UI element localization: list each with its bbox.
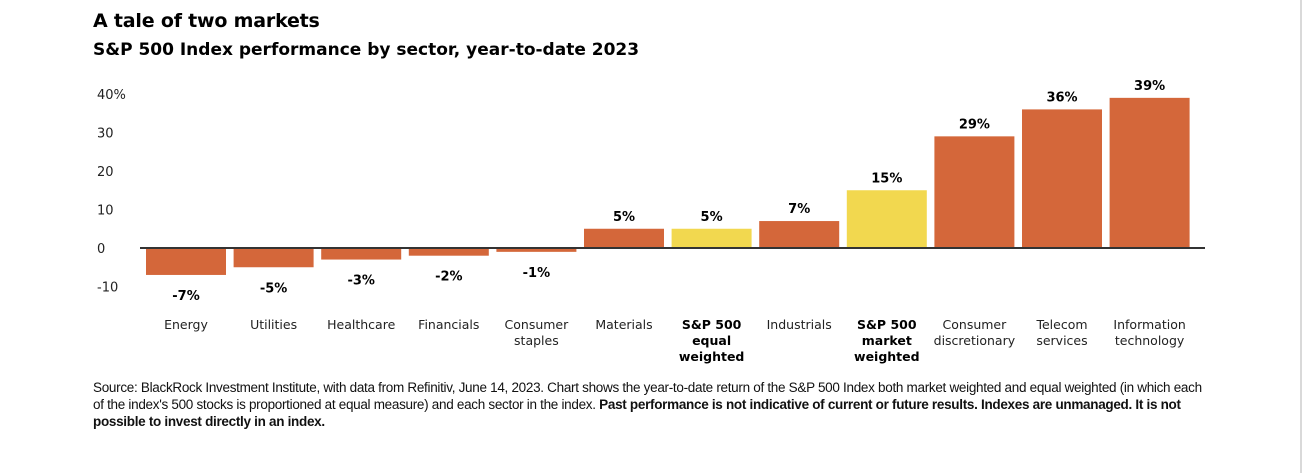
category-label-line: Industrials <box>767 317 832 332</box>
category-label-line: S&P 500 <box>857 317 917 332</box>
category-label: Utilities <box>250 317 297 332</box>
category-label-line: Utilities <box>250 317 297 332</box>
category-label-line: Consumer <box>943 317 1008 332</box>
value-label: 15% <box>871 171 902 186</box>
source-text: Source: BlackRock Investment Institute, … <box>93 380 1202 412</box>
category-label: Industrials <box>767 317 832 332</box>
bar <box>233 248 314 268</box>
category-label: Information technology <box>1113 317 1185 348</box>
value-label: 7% <box>788 202 810 217</box>
category-label-line: services <box>1036 333 1087 348</box>
y-tick-label: 10 <box>97 204 114 219</box>
category-label-line: technology <box>1115 333 1185 348</box>
bar <box>1109 97 1190 248</box>
y-tick-label: 30 <box>97 127 114 142</box>
bar <box>408 248 489 256</box>
category-label-line: discretionary <box>934 333 1016 348</box>
category-label-line: Energy <box>164 317 208 332</box>
value-label: 29% <box>959 117 990 132</box>
y-tick-label: 0 <box>97 242 105 257</box>
y-tick-label: -10 <box>97 281 118 296</box>
value-label: -3% <box>347 274 374 289</box>
bar <box>321 248 402 260</box>
category-label-line: staples <box>514 333 559 348</box>
value-label: 36% <box>1046 90 1077 105</box>
bar <box>584 228 664 248</box>
category-label-line: weighted <box>679 349 745 364</box>
value-label: -7% <box>172 289 199 304</box>
category-label: Consumer discretionary <box>934 317 1016 348</box>
category-label-line: Healthcare <box>327 317 395 332</box>
value-label: -5% <box>260 281 287 296</box>
bar <box>934 136 1015 248</box>
value-label: 5% <box>701 210 723 225</box>
category-label-line: Materials <box>595 317 652 332</box>
bar-chart: -10 0 10 20 30 40% -7% Energy -5% Utilities -3% Hea… <box>97 79 1205 364</box>
category-label-line: Financials <box>418 317 479 332</box>
right-border <box>1300 0 1302 473</box>
category-label-line: Consumer <box>505 317 570 332</box>
y-tick-label: 20 <box>97 165 114 180</box>
bar <box>496 248 577 252</box>
chart-subtitle: S&P 500 Index performance by sector, yea… <box>93 40 640 60</box>
category-label-line: Telecom <box>1035 317 1087 332</box>
bar <box>1022 109 1102 249</box>
value-label: -1% <box>523 266 550 281</box>
category-label: Consumer staples <box>505 317 570 348</box>
category-label: S&P 500 market weighted <box>854 317 920 364</box>
category-label-line: Information <box>1113 317 1185 332</box>
category-label-line: equal <box>692 333 731 348</box>
disclaimer-text: Past performance is not indicative of cu… <box>93 397 1181 429</box>
category-label-line: weighted <box>854 349 920 364</box>
y-tick-label: 40% <box>97 88 126 103</box>
value-label: 39% <box>1134 79 1165 94</box>
category-label: Financials <box>418 317 479 332</box>
bar <box>671 228 752 248</box>
category-label: S&P 500 equal weighted <box>679 317 745 364</box>
category-label: Materials <box>595 317 652 332</box>
category-label-line: market <box>862 333 912 348</box>
chart-title: A tale of two markets <box>93 10 320 32</box>
bar <box>146 248 226 275</box>
category-label: Telecom services <box>1035 317 1087 348</box>
bar <box>846 190 927 248</box>
value-label: -2% <box>435 270 462 285</box>
category-label-line: S&P 500 <box>682 317 742 332</box>
category-label: Energy <box>164 317 208 332</box>
category-label: Healthcare <box>327 317 395 332</box>
source-note: Source: BlackRock Investment Institute, … <box>93 379 1208 430</box>
value-label: 5% <box>613 210 635 225</box>
bar <box>759 221 840 248</box>
